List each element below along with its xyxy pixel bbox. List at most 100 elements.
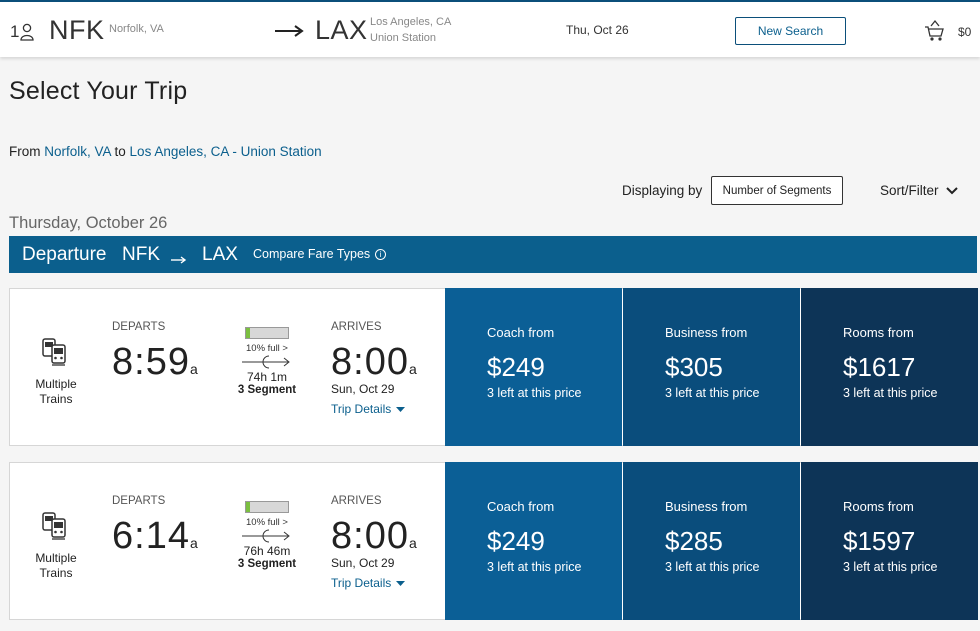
departure-bar: Departure NFK LAX Compare Fare Types i bbox=[9, 236, 977, 273]
chevron-down-icon bbox=[945, 183, 958, 198]
departure-from: NFK bbox=[122, 244, 160, 265]
fullness-fill bbox=[246, 502, 251, 512]
route-from-prefix: From bbox=[9, 144, 45, 159]
rooms-fare-option[interactable]: Rooms from $1617 3 left at this price bbox=[801, 288, 978, 446]
fare-price: $1597 bbox=[843, 526, 916, 556]
destination-city: Los Angeles, CA Union Station bbox=[370, 14, 451, 46]
coach-fare-option[interactable]: Coach from $249 3 left at this price bbox=[445, 288, 622, 446]
fare-availability: 3 left at this price bbox=[487, 386, 582, 400]
arrival-date: Sun, Oct 29 bbox=[331, 382, 395, 396]
overnight-moon-icon bbox=[242, 355, 290, 369]
destination-city-line2: Union Station bbox=[370, 32, 437, 44]
train-fullness-bar bbox=[245, 327, 289, 339]
new-search-button[interactable]: New Search bbox=[735, 17, 846, 45]
caret-down-icon bbox=[396, 576, 406, 590]
arrives-time-value: 8:00 bbox=[331, 341, 409, 383]
fullness-link[interactable]: 10% full > bbox=[246, 343, 288, 354]
page-title: Select Your Trip bbox=[9, 77, 188, 105]
trip-summary: 10% full > 74h 1m 3 Segment bbox=[232, 327, 302, 396]
arrives-ampm: a bbox=[408, 361, 417, 377]
fare-availability: 3 left at this price bbox=[665, 386, 760, 400]
cart-icon[interactable] bbox=[924, 19, 946, 48]
arrival-date: Sun, Oct 29 bbox=[331, 556, 395, 570]
fare-price: $249 bbox=[487, 352, 545, 382]
arrives-label: ARRIVES bbox=[331, 495, 382, 507]
fare-name: Coach from bbox=[487, 325, 555, 340]
arrives-time: 8:00a bbox=[331, 341, 417, 384]
origin-city: Norfolk, VA bbox=[109, 23, 164, 35]
segment-count: 3 Segment bbox=[237, 558, 297, 570]
day-label: Thursday, October 26 bbox=[9, 214, 168, 232]
overnight-moon-icon bbox=[242, 529, 290, 543]
multiple-trains-icon bbox=[40, 337, 70, 372]
trip-duration: 76h 46m bbox=[243, 544, 291, 558]
fare-name: Coach from bbox=[487, 499, 555, 514]
departs-ampm: a bbox=[189, 361, 198, 377]
top-header: 1 NFK Norfolk, VA LAX Los Angeles, CA Un… bbox=[0, 0, 980, 57]
trip-info: Multiple Trains DEPARTS 8:59a 10% full >… bbox=[10, 289, 446, 445]
arrow-right-icon bbox=[274, 24, 304, 43]
arrives-label: ARRIVES bbox=[331, 321, 382, 333]
fare-availability: 3 left at this price bbox=[843, 560, 938, 574]
fullness-rest bbox=[250, 502, 288, 512]
trip-card: Multiple Trains DEPARTS 8:59a 10% full >… bbox=[9, 288, 978, 446]
destination-link[interactable]: Los Angeles, CA - Union Station bbox=[129, 144, 322, 159]
fare-availability: 3 left at this price bbox=[843, 386, 938, 400]
business-fare-option[interactable]: Business from $305 3 left at this price bbox=[623, 288, 800, 446]
departs-time: 6:14a bbox=[112, 515, 198, 558]
route-to-prefix: to bbox=[110, 144, 130, 159]
multiple-trains-icon bbox=[40, 511, 70, 546]
fare-price: $249 bbox=[487, 526, 545, 556]
fare-price: $285 bbox=[665, 526, 723, 556]
departs-ampm: a bbox=[189, 535, 198, 551]
fare-name: Rooms from bbox=[843, 325, 914, 340]
sort-filter-label: Sort/Filter bbox=[880, 183, 939, 198]
fullness-fill bbox=[246, 328, 251, 338]
trip-info: Multiple Trains DEPARTS 6:14a 10% full >… bbox=[10, 463, 446, 619]
fare-name: Rooms from bbox=[843, 499, 914, 514]
arrives-ampm: a bbox=[408, 535, 417, 551]
fullness-link[interactable]: 10% full > bbox=[246, 517, 288, 528]
trip-summary: 10% full > 76h 46m 3 Segment bbox=[232, 501, 302, 570]
departs-time-value: 6:14 bbox=[112, 515, 190, 557]
rooms-fare-option[interactable]: Rooms from $1597 3 left at this price bbox=[801, 462, 978, 620]
trip-details-label: Trip Details bbox=[331, 576, 392, 590]
departs-label: DEPARTS bbox=[112, 495, 166, 507]
departs-label: DEPARTS bbox=[112, 321, 166, 333]
compare-fare-types-link[interactable]: Compare Fare Types i bbox=[253, 247, 387, 261]
coach-fare-option[interactable]: Coach from $249 3 left at this price bbox=[445, 462, 622, 620]
compare-fare-types-label: Compare Fare Types bbox=[253, 247, 371, 261]
passenger-count-value: 1 bbox=[10, 22, 20, 41]
passenger-count[interactable]: 1 bbox=[10, 22, 35, 42]
arrives-time-value: 8:00 bbox=[331, 515, 409, 557]
departure-label: Departure bbox=[22, 244, 107, 265]
info-icon[interactable]: i bbox=[375, 248, 387, 260]
fare-price: $1617 bbox=[843, 352, 916, 382]
route-summary: From Norfolk, VA to Los Angeles, CA - Un… bbox=[9, 144, 322, 159]
origin-code: NFK bbox=[49, 15, 105, 45]
train-type: Multiple Trains bbox=[35, 551, 77, 580]
departs-time-value: 8:59 bbox=[112, 341, 190, 383]
fare-price: $305 bbox=[665, 352, 723, 382]
trip-details-link[interactable]: Trip Details bbox=[331, 576, 406, 590]
fare-name: Business from bbox=[665, 499, 748, 514]
origin-link[interactable]: Norfolk, VA bbox=[44, 144, 111, 159]
fare-availability: 3 left at this price bbox=[487, 560, 582, 574]
sort-filter-toggle[interactable]: Sort/Filter bbox=[880, 183, 958, 198]
departs-time: 8:59a bbox=[112, 341, 198, 384]
segment-count: 3 Segment bbox=[237, 384, 297, 396]
train-fullness-bar bbox=[245, 501, 289, 513]
travel-date: Thu, Oct 26 bbox=[566, 23, 629, 37]
arrives-time: 8:00a bbox=[331, 515, 417, 558]
fullness-rest bbox=[250, 328, 288, 338]
departure-to: LAX bbox=[202, 244, 238, 265]
destination-city-line1: Los Angeles, CA bbox=[370, 16, 452, 28]
business-fare-option[interactable]: Business from $285 3 left at this price bbox=[623, 462, 800, 620]
number-of-segments-button[interactable]: Number of Segments bbox=[711, 176, 843, 205]
train-type: Multiple Trains bbox=[35, 377, 77, 406]
cart-total: $0 bbox=[958, 25, 972, 39]
person-icon bbox=[20, 23, 35, 41]
trip-details-label: Trip Details bbox=[331, 402, 392, 416]
arrow-right-icon bbox=[171, 251, 187, 269]
trip-details-link[interactable]: Trip Details bbox=[331, 402, 406, 416]
